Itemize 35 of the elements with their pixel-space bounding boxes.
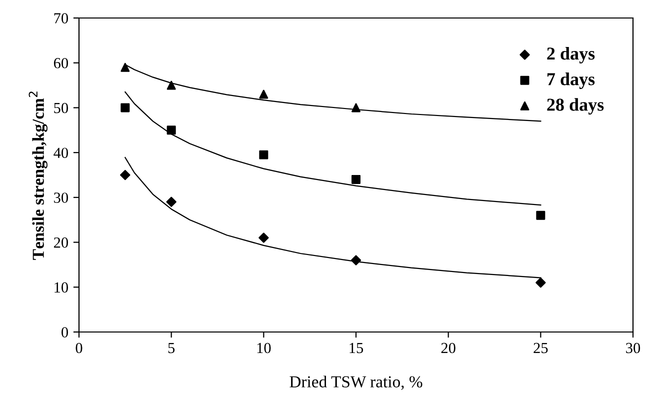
- x-tick-label: 20: [441, 342, 456, 354]
- y-tick-label: 70: [54, 13, 68, 24]
- y-tick-label: 30: [54, 192, 68, 203]
- x-tick-label: 10: [257, 342, 271, 354]
- x-tick-label: 25: [534, 342, 548, 354]
- point: [352, 103, 360, 112]
- point: [120, 170, 130, 180]
- y-tick-label: 60: [54, 58, 68, 68]
- x-tick-label: 0: [76, 342, 82, 354]
- legend-label: 2 days: [547, 47, 595, 64]
- point: [120, 62, 130, 72]
- point: [350, 255, 362, 266]
- line-series: [124, 91, 542, 206]
- x-tick-label: 15: [350, 342, 364, 354]
- y-tick-label: 10: [54, 282, 68, 293]
- point: [120, 103, 130, 112]
- legend-label: 7 days: [547, 72, 595, 89]
- y-tick-label: 50: [54, 102, 68, 114]
- y-tick-label: 0: [62, 327, 68, 338]
- point: [352, 174, 360, 184]
- point: [166, 80, 176, 90]
- y-tick-label: 40: [54, 148, 68, 158]
- point: [166, 196, 176, 207]
- point: [536, 210, 546, 220]
- y-axis-title: Tensile strength,kg/cm$^{2}$: [28, 92, 48, 260]
- x-tick-label: 5: [168, 343, 175, 354]
- point: [258, 232, 269, 243]
- point: [536, 278, 546, 288]
- point: [166, 126, 176, 135]
- point: [259, 150, 268, 160]
- y-tick-label: 20: [54, 237, 68, 248]
- x-tick-label: 30: [626, 342, 640, 354]
- legend-label: 28 days: [547, 98, 604, 115]
- point: [259, 90, 268, 99]
- x-axis-title: Dried TSW ratio, %: [290, 376, 422, 390]
